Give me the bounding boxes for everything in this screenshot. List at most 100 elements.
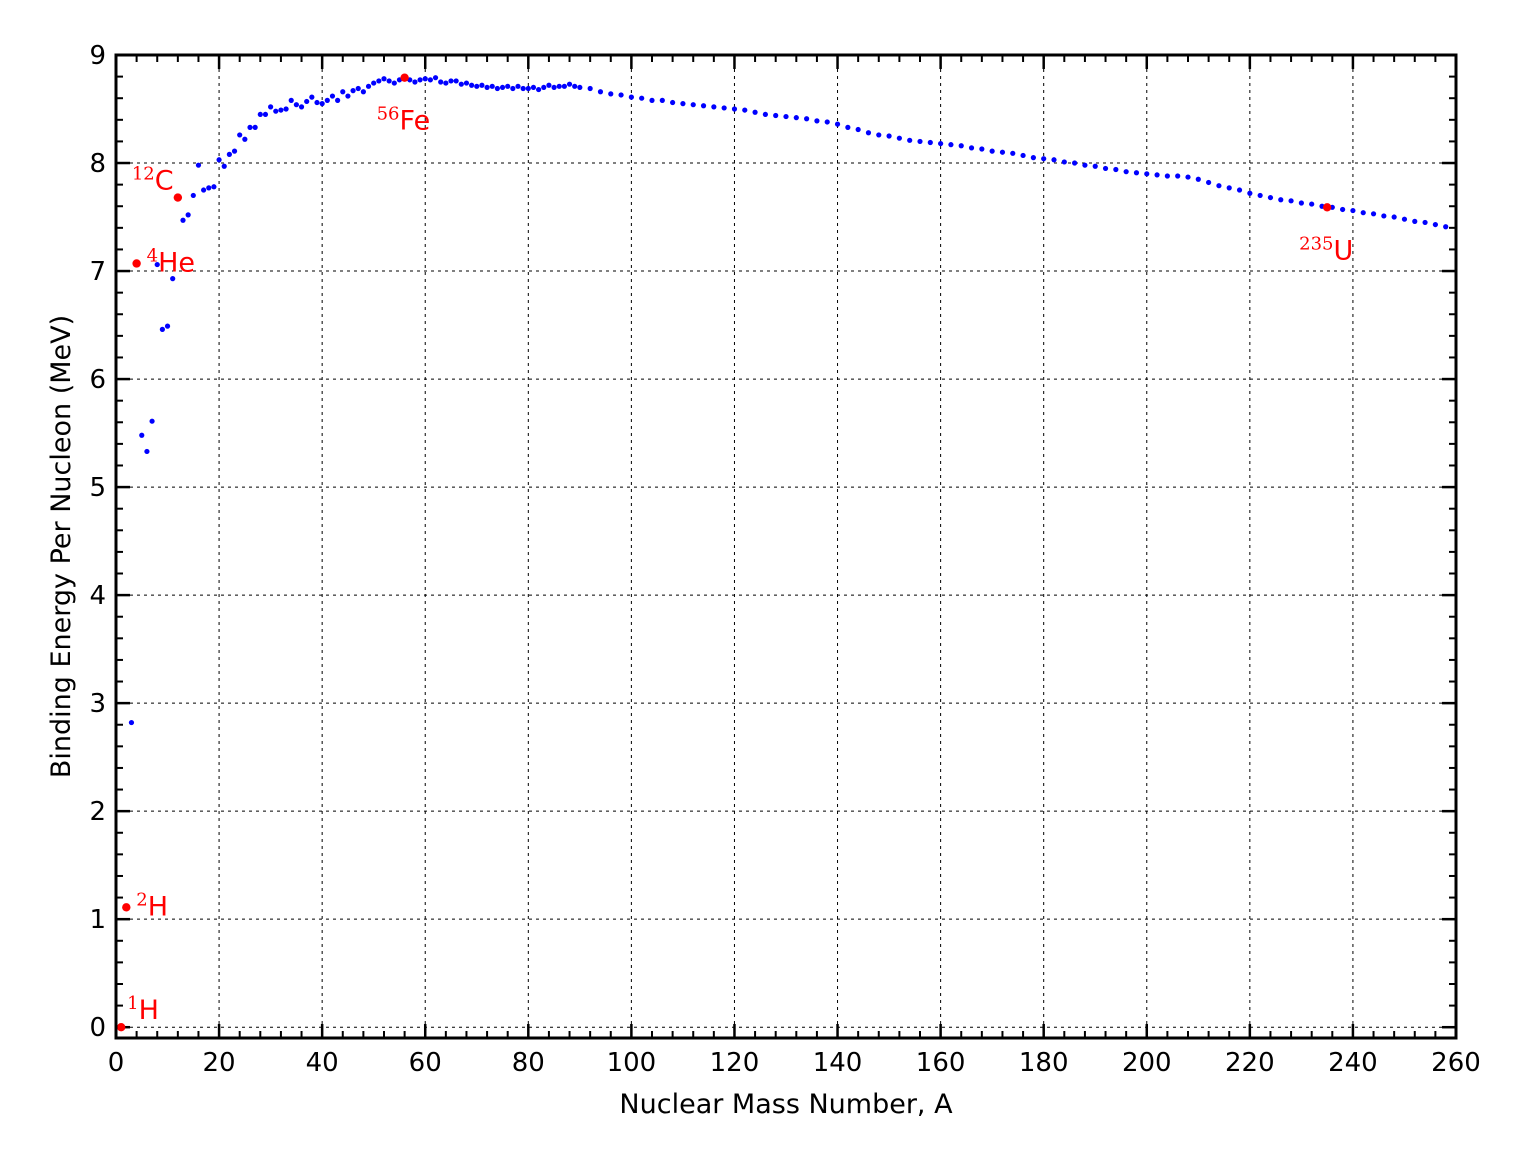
- data-point: [298, 104, 305, 110]
- x-tick-label: 20: [203, 1048, 236, 1078]
- x-tick-label: 80: [512, 1048, 545, 1078]
- data-point: [1010, 150, 1016, 156]
- data-point: [1092, 163, 1098, 169]
- data-point: [958, 143, 964, 149]
- data-point: [690, 102, 696, 108]
- data-point: [376, 78, 382, 84]
- data-point: [432, 75, 439, 81]
- annotation-mass-number: 1: [127, 993, 138, 1014]
- data-point: [1412, 218, 1418, 224]
- data-point: [536, 86, 542, 93]
- data-point: [211, 184, 217, 190]
- data-point: [1020, 152, 1026, 159]
- data-point: [773, 112, 779, 119]
- data-point: [865, 130, 872, 136]
- annotation-mass-number: 4: [147, 245, 158, 266]
- data-point: [1123, 169, 1129, 175]
- data-point: [128, 719, 135, 726]
- data-point: [814, 118, 820, 124]
- data-point: [1236, 187, 1243, 193]
- data-point: [195, 162, 202, 168]
- x-tick-label: 240: [1328, 1048, 1378, 1078]
- data-point: [1030, 155, 1036, 161]
- annotation-element: H: [139, 995, 159, 1026]
- data-point: [391, 80, 397, 86]
- y-tick-label: 7: [89, 257, 106, 287]
- data-point: [639, 95, 645, 101]
- data-point: [242, 136, 248, 142]
- data-point: [541, 84, 547, 91]
- data-point: [1133, 170, 1140, 176]
- data-point: [896, 135, 902, 141]
- annotation-element: H: [148, 891, 168, 922]
- data-point: [159, 326, 165, 332]
- annotation-label: 1H: [127, 993, 159, 1026]
- data-point: [206, 185, 212, 191]
- plot-frame: [114, 53, 1458, 1040]
- data-point: [309, 94, 315, 100]
- annotation-label: 2H: [136, 889, 168, 922]
- data-point: [938, 140, 944, 147]
- data-point: [1175, 173, 1181, 179]
- data-point: [268, 104, 274, 110]
- y-tick-label: 3: [89, 689, 106, 719]
- grid-lines: [116, 55, 1456, 1038]
- data-point: [154, 261, 160, 268]
- y-tick-label: 4: [89, 581, 106, 611]
- data-point: [1401, 216, 1408, 222]
- data-point: [180, 217, 186, 223]
- x-tick-label: 200: [1122, 1048, 1172, 1078]
- data-point: [1288, 198, 1294, 204]
- data-point: [231, 148, 238, 154]
- data-point: [453, 78, 459, 84]
- data-point: [288, 97, 294, 103]
- data-point: [139, 432, 145, 438]
- data-point: [783, 113, 789, 120]
- data-point: [649, 97, 655, 103]
- data-point: [520, 85, 526, 92]
- annotation-label: 4He: [147, 245, 195, 278]
- data-point: [329, 93, 336, 99]
- x-tick-labels: 0 20 40 60 80 100 120 140 160 180 200 220 240 260: [108, 1048, 1481, 1078]
- data-point: [1226, 185, 1232, 191]
- data-point: [422, 76, 428, 82]
- data-point: [670, 99, 676, 106]
- data-point: [1443, 224, 1449, 230]
- annotation-label: 235U: [1299, 233, 1353, 266]
- data-point: [164, 323, 171, 329]
- data-point: [551, 84, 557, 91]
- data-point: [304, 98, 310, 105]
- y-tick-labels: 0 1 2 3 4 5 6 7 8 9: [89, 41, 106, 1043]
- data-point: [443, 80, 449, 86]
- data-point: [340, 89, 346, 95]
- x-tick-label: 100: [607, 1048, 657, 1078]
- data-point: [494, 85, 500, 92]
- data-point: [427, 77, 433, 83]
- data-point: [731, 106, 738, 112]
- data-point: [484, 84, 490, 91]
- data-point: [927, 139, 933, 146]
- data-point: [324, 97, 330, 103]
- data-point: [824, 119, 830, 125]
- data-point: [1267, 194, 1274, 201]
- data-point: [1041, 156, 1047, 162]
- data-point: [793, 115, 799, 121]
- data-point: [1061, 159, 1067, 165]
- data-point: [1154, 172, 1160, 178]
- annotation-element: Fe: [400, 106, 431, 137]
- data-point: [360, 89, 366, 95]
- x-tick-label: 180: [1019, 1048, 1069, 1078]
- data-point: [1216, 183, 1222, 189]
- y-tick-label: 5: [89, 473, 106, 503]
- data-point: [804, 116, 810, 122]
- data-points: [128, 75, 1449, 726]
- data-point: [948, 142, 954, 148]
- data-point: [417, 77, 423, 83]
- data-point: [371, 80, 377, 86]
- data-point: [752, 109, 758, 115]
- data-point: [907, 137, 913, 143]
- data-point: [608, 91, 614, 97]
- data-point: [876, 132, 882, 138]
- data-point: [438, 79, 444, 85]
